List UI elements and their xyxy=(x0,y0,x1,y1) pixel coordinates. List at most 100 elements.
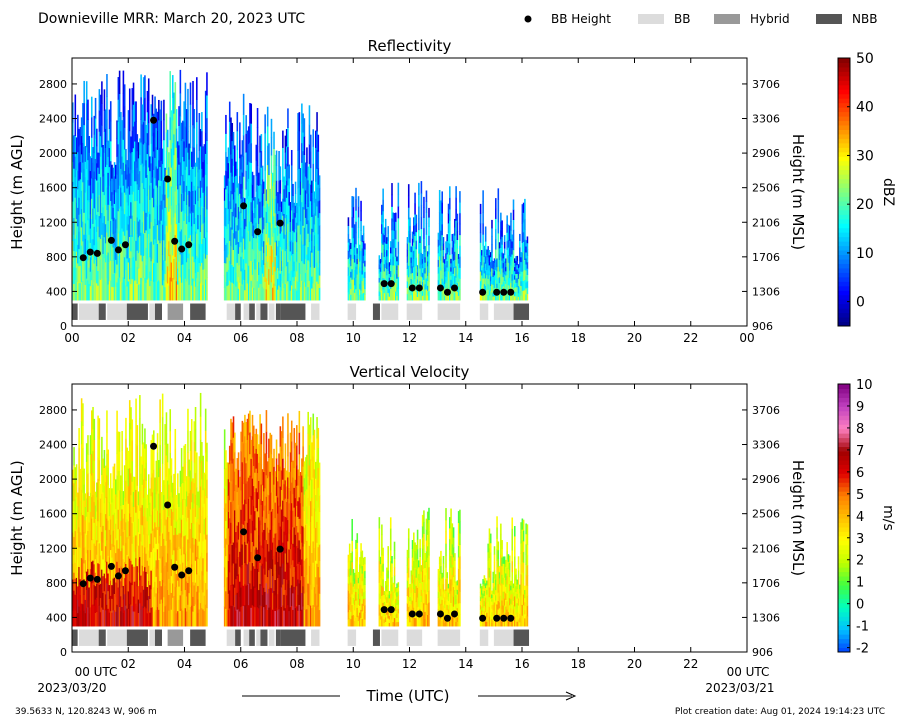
heatmap-cell xyxy=(85,534,88,554)
heatmap-cell xyxy=(90,453,93,476)
heatmap-cell xyxy=(96,231,98,250)
heatmap-cell xyxy=(275,551,278,571)
heatmap-cell xyxy=(270,568,273,589)
heatmap-cell xyxy=(437,259,440,267)
heatmap-cell xyxy=(353,224,356,233)
heatmap-cell xyxy=(107,590,110,609)
heatmap-cell xyxy=(419,236,421,243)
heatmap-cell xyxy=(142,77,145,100)
heatmap-cell xyxy=(252,425,255,447)
heatmap-cell xyxy=(418,276,420,289)
heatmap-cell xyxy=(106,141,108,165)
heatmap-cell xyxy=(442,243,445,251)
heatmap-cell xyxy=(159,490,161,514)
heatmap-cell xyxy=(270,511,273,531)
heatmap-cell xyxy=(223,175,226,189)
heatmap-cell xyxy=(96,197,98,215)
heatmap-cell xyxy=(410,294,413,301)
heatmap-cell xyxy=(72,516,74,533)
heatmap-cell xyxy=(83,531,85,548)
colorbar-strip xyxy=(838,272,850,278)
heatmap-cell xyxy=(438,212,441,224)
heatmap-cell xyxy=(140,473,142,491)
heatmap-cell xyxy=(142,570,145,590)
heatmap-cell xyxy=(193,280,196,301)
bb-flag-bb xyxy=(406,303,423,320)
heatmap-cell xyxy=(187,110,189,132)
heatmap-cell xyxy=(117,188,120,212)
heatmap-cell xyxy=(317,487,320,508)
heatmap-cell xyxy=(179,470,182,487)
heatmap-cell xyxy=(163,509,165,525)
heatmap-cell xyxy=(125,459,127,481)
colorbar-strip xyxy=(838,84,850,90)
heatmap-cell xyxy=(169,139,172,164)
heatmap-cell xyxy=(108,501,111,517)
heatmap-cell xyxy=(302,150,304,170)
heatmap-cell xyxy=(94,259,97,281)
heatmap-cell xyxy=(237,183,240,196)
heatmap-cell xyxy=(254,453,256,473)
heatmap-cell xyxy=(194,258,197,273)
heatmap-cell xyxy=(263,452,265,473)
heatmap-cell xyxy=(171,142,174,166)
heatmap-cell xyxy=(441,245,443,257)
heatmap-cell xyxy=(160,200,163,221)
heatmap-cell xyxy=(516,260,519,266)
heatmap-cell xyxy=(87,492,89,512)
heatmap-cell xyxy=(418,229,420,242)
heatmap-cell xyxy=(500,230,502,240)
heatmap-cell xyxy=(174,566,177,588)
heatmap-cell xyxy=(316,417,318,439)
heatmap-cell xyxy=(72,485,74,502)
heatmap-cell xyxy=(132,104,135,127)
heatmap-cell xyxy=(313,547,316,568)
heatmap-cell xyxy=(77,188,79,208)
heatmap-cell xyxy=(197,505,199,519)
heatmap-cell xyxy=(258,462,260,481)
heatmap-cell xyxy=(150,458,153,478)
heatmap-cell xyxy=(135,466,137,490)
heatmap-cell xyxy=(122,599,125,613)
heatmap-cell xyxy=(268,551,270,571)
heatmap-cell xyxy=(123,256,126,279)
heatmap-cell xyxy=(158,609,160,627)
heatmap-cell xyxy=(192,522,194,538)
heatmap-cell xyxy=(441,278,443,290)
heatmap-cell xyxy=(298,410,301,433)
heatmap-cell xyxy=(278,240,280,256)
heatmap-cell xyxy=(72,500,74,517)
heatmap-cell xyxy=(180,501,183,520)
heatmap-cell xyxy=(278,180,280,197)
heatmap-cell xyxy=(260,605,263,627)
heatmap-cell xyxy=(254,472,256,492)
heatmap-cell xyxy=(382,222,384,234)
heatmap-cell xyxy=(192,124,194,148)
heatmap-cell xyxy=(89,199,92,215)
heatmap-cell xyxy=(199,282,202,301)
heatmap-cell xyxy=(391,218,393,231)
heatmap-cell xyxy=(513,279,516,284)
heatmap-cell xyxy=(503,261,506,268)
heatmap-cell xyxy=(487,251,489,258)
heatmap-cell xyxy=(136,605,139,627)
heatmap-cell xyxy=(250,280,253,301)
heatmap-cell xyxy=(456,222,459,232)
heatmap-cell xyxy=(112,260,115,274)
heatmap-cell xyxy=(273,215,275,234)
heatmap-cell xyxy=(386,268,388,276)
heatmap-cell xyxy=(356,570,359,581)
heatmap-cell xyxy=(497,199,500,212)
heatmap-cell xyxy=(155,559,158,577)
heatmap-cell xyxy=(298,262,301,282)
heatmap-cell xyxy=(140,164,142,188)
heatmap-cell xyxy=(73,572,75,591)
heatmap-cell xyxy=(206,516,208,535)
heatmap-cell xyxy=(426,256,429,262)
heatmap-cell xyxy=(175,185,178,205)
heatmap-cell xyxy=(263,217,265,230)
heatmap-cell xyxy=(259,414,261,436)
heatmap-cell xyxy=(269,587,272,608)
heatmap-cell xyxy=(117,277,120,301)
heatmap-cell xyxy=(226,271,228,287)
